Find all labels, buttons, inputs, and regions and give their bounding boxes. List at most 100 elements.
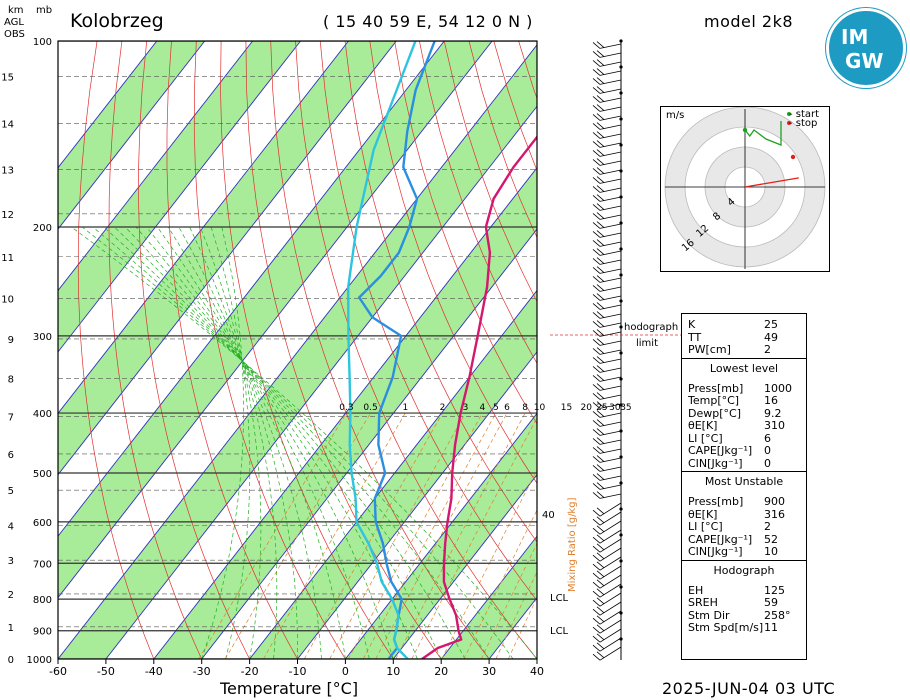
moist-adiabat bbox=[199, 226, 262, 659]
wind-barb-feather bbox=[592, 420, 601, 427]
wind-barb-feather bbox=[596, 347, 605, 354]
wind-barb-feather bbox=[592, 69, 601, 76]
wind-barb-feather bbox=[592, 492, 601, 499]
wind-barb-feather bbox=[596, 41, 605, 48]
wind-barb-feather bbox=[596, 311, 605, 318]
wind-barb bbox=[599, 61, 622, 67]
pressure-tick-label: 900 bbox=[33, 627, 52, 638]
legend-start-dot bbox=[787, 112, 791, 116]
wind-barb-feather bbox=[592, 357, 601, 364]
hodograph-limit-2: limit bbox=[636, 338, 658, 349]
wind-barb-feather bbox=[596, 419, 605, 426]
coordinates: ( 15 40 59 E, 54 12 0 N ) bbox=[323, 12, 533, 31]
wind-barb-feather bbox=[596, 149, 605, 156]
hodograph-index-row-label: EH bbox=[688, 583, 704, 597]
hodograph-index-header: Hodograph bbox=[713, 563, 775, 577]
index-pwcm-value: 2 bbox=[764, 343, 771, 356]
indices-panel: K 25 TT 49 PW[cm] 2 Lowest level Press[mb] 1000 T… bbox=[681, 313, 807, 660]
wind-level-dot bbox=[619, 377, 623, 381]
wind-barb-feather bbox=[592, 509, 601, 517]
mixing-ratio-tick: 5 bbox=[493, 403, 499, 413]
wind-level-dot bbox=[619, 403, 623, 407]
wind-barb bbox=[599, 88, 622, 94]
wind-barb-feather bbox=[592, 536, 601, 544]
wind-barb-feather bbox=[592, 303, 601, 310]
pressure-tick-label: 1000 bbox=[27, 655, 52, 666]
hodograph-index-row-value: 11 bbox=[764, 621, 778, 634]
moist-adiabat bbox=[189, 226, 278, 659]
wind-barb-feather bbox=[592, 285, 601, 292]
wind-level-dot bbox=[619, 39, 623, 43]
legend-start: - start bbox=[789, 109, 820, 120]
wind-barb bbox=[599, 619, 622, 634]
dry-adiabat bbox=[138, 41, 250, 659]
x-tick-label: 40 bbox=[530, 665, 544, 678]
wind-barb bbox=[599, 628, 622, 643]
wind-barb bbox=[599, 538, 622, 553]
mixing-ratio-tick: 6 bbox=[504, 403, 510, 413]
wind-barb-feather bbox=[596, 140, 605, 147]
wind-barb-feather bbox=[592, 42, 601, 49]
mixing-ratio-tick: 0.3 bbox=[339, 403, 353, 413]
legend-stop-dot bbox=[787, 121, 791, 125]
wind-level-dot bbox=[619, 481, 623, 485]
mb-label: mb bbox=[36, 5, 53, 16]
wind-level-dot bbox=[619, 65, 623, 69]
wind-barb-feather bbox=[596, 113, 605, 120]
wind-barb-feather bbox=[596, 365, 605, 372]
wind-barb-feather bbox=[592, 527, 601, 535]
wind-barb bbox=[599, 592, 622, 607]
wind-barb bbox=[599, 583, 622, 598]
most-unstable-row-label: CAPE[Jkg⁻¹] bbox=[688, 532, 753, 546]
dry-adiabat bbox=[295, 41, 537, 659]
index-k-value: 25 bbox=[764, 318, 778, 331]
wind-barb-feather bbox=[592, 366, 601, 373]
x-tick-label: -10 bbox=[289, 665, 307, 678]
wind-barb-feather bbox=[596, 516, 605, 524]
lowest-level-row-value: 0 bbox=[764, 444, 771, 457]
wind-barb-feather bbox=[596, 284, 605, 291]
height-tick-label: 11 bbox=[1, 253, 14, 264]
wind-barb-feather bbox=[592, 545, 601, 553]
lowest-level-row-label: CAPE[Jkg⁻¹] bbox=[688, 444, 753, 457]
lowest-level-row-value: 0 bbox=[764, 456, 771, 470]
x-tick-label: -30 bbox=[193, 665, 211, 678]
wind-barb-feather bbox=[592, 168, 601, 175]
x-tick-label: -40 bbox=[145, 665, 163, 678]
wind-barb-feather bbox=[592, 554, 601, 562]
wind-barb bbox=[599, 97, 622, 103]
wind-barb-feather bbox=[596, 383, 605, 390]
hodograph-unit: m/s bbox=[666, 110, 685, 121]
wind-level-dot bbox=[619, 455, 623, 459]
wind-barb bbox=[599, 70, 622, 76]
wind-barb-feather bbox=[596, 176, 605, 183]
wind-barb-feather bbox=[596, 561, 605, 569]
wind-barb bbox=[599, 394, 622, 400]
hodograph-limit-1: hodograph bbox=[624, 322, 679, 333]
wind-level-dot bbox=[619, 533, 623, 537]
wind-barb bbox=[599, 511, 622, 526]
isotherm-line bbox=[297, 351, 537, 659]
index-tt-value: 49 bbox=[764, 330, 778, 344]
x-tick-label: 10 bbox=[386, 665, 400, 678]
wind-barb-feather bbox=[592, 258, 601, 265]
pressure-tick-label: 600 bbox=[33, 518, 52, 529]
dry-adiabat bbox=[419, 41, 537, 365]
wind-barb bbox=[599, 547, 622, 562]
wind-barb-feather bbox=[592, 581, 601, 589]
wind-barb-feather bbox=[592, 348, 601, 355]
height-tick-label: 6 bbox=[8, 450, 14, 461]
height-tick-label: 7 bbox=[8, 413, 14, 424]
height-tick-label: 3 bbox=[8, 556, 14, 567]
x-tick-label: -60 bbox=[49, 665, 67, 678]
wind-barb bbox=[599, 205, 622, 211]
wind-barb bbox=[599, 520, 622, 535]
most-unstable-row-label: LI [°C] bbox=[688, 520, 723, 533]
wind-barb-feather bbox=[592, 204, 601, 211]
wind-barb bbox=[599, 457, 622, 463]
wind-barb bbox=[599, 349, 622, 355]
wind-barb bbox=[599, 484, 622, 490]
isotherm-line bbox=[58, 41, 206, 230]
wind-barb-feather bbox=[592, 105, 601, 112]
most-unstable-row-label: CIN[Jkg⁻¹] bbox=[688, 545, 743, 558]
